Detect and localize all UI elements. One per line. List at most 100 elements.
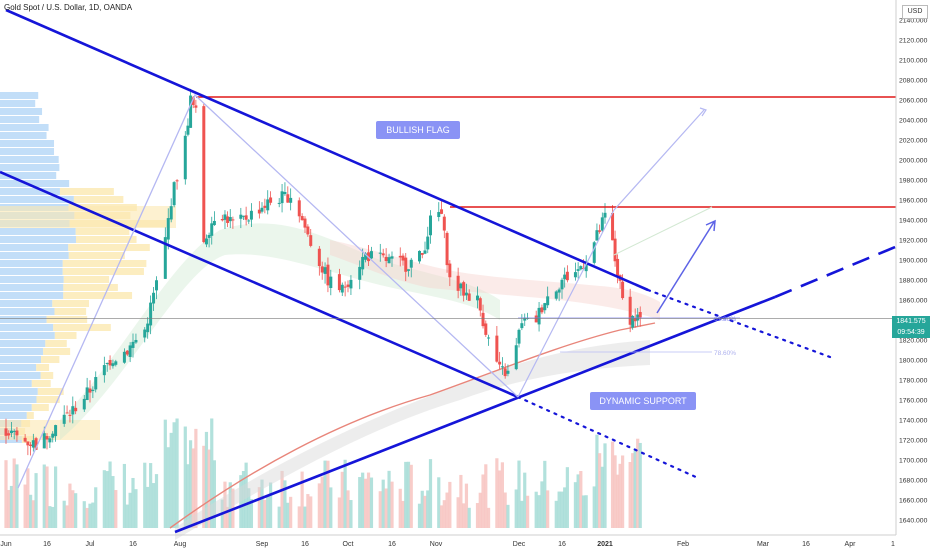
volume-bar bbox=[125, 504, 129, 528]
volume-profile-bar bbox=[0, 316, 47, 323]
candle bbox=[506, 364, 510, 377]
volume-bar bbox=[65, 505, 69, 528]
volume-bar bbox=[68, 483, 72, 528]
y-tick-label: 1780.000 bbox=[899, 378, 928, 385]
candle-body bbox=[114, 361, 118, 365]
y-tick-label: 1700.000 bbox=[899, 458, 928, 465]
volume-bar bbox=[456, 497, 460, 528]
drawing-layer[interactable]: 61.80% 78.60% bbox=[0, 8, 901, 534]
candle bbox=[557, 287, 561, 302]
candle-body bbox=[210, 223, 214, 236]
candle-body bbox=[633, 318, 637, 322]
volume-bar bbox=[628, 462, 632, 528]
volume-bar bbox=[88, 503, 92, 528]
candle bbox=[326, 257, 330, 293]
volume-bar bbox=[633, 450, 637, 528]
volume-profile-bar bbox=[54, 308, 87, 315]
volume-bar bbox=[506, 504, 510, 528]
volume-profile-bar bbox=[0, 404, 32, 411]
currency-label[interactable]: USD bbox=[902, 5, 928, 19]
x-tick-label: Nov bbox=[430, 541, 443, 548]
candle-body bbox=[534, 315, 538, 323]
candle-body bbox=[125, 350, 129, 355]
candle bbox=[369, 246, 373, 260]
candle-body bbox=[7, 433, 11, 436]
candle-body bbox=[540, 307, 544, 313]
x-axis[interactable]: Jun 16 Jul 16 Aug Sep 16 Oct 16 Nov Dec 16 2021 Feb Ma… bbox=[0, 534, 896, 548]
x-tick-label: 1 bbox=[891, 541, 895, 548]
candle bbox=[212, 211, 216, 226]
candle-body bbox=[565, 271, 569, 281]
x-tick-label: Apr bbox=[845, 541, 857, 548]
volume-bar bbox=[636, 438, 640, 528]
candle-body bbox=[220, 219, 224, 221]
volume-bar bbox=[82, 501, 86, 528]
candle-body bbox=[42, 433, 46, 449]
candle bbox=[484, 320, 488, 337]
candle-body bbox=[616, 258, 620, 277]
y-tick-label: 1800.000 bbox=[899, 358, 928, 365]
candle bbox=[358, 260, 362, 290]
volume-bar bbox=[445, 492, 449, 528]
candle-body bbox=[481, 312, 485, 327]
volume-bar bbox=[31, 500, 35, 528]
volume-bar bbox=[102, 470, 106, 528]
candle-body bbox=[398, 255, 402, 258]
candle bbox=[65, 405, 69, 414]
volume-bar bbox=[358, 477, 362, 528]
candle bbox=[48, 436, 52, 449]
volume-bar bbox=[423, 495, 427, 528]
volume-bar bbox=[163, 419, 167, 528]
volume-bar bbox=[598, 453, 602, 528]
y-tick-label: 1940.000 bbox=[899, 218, 928, 225]
candle bbox=[498, 351, 502, 370]
candle bbox=[94, 371, 98, 393]
candle-body bbox=[297, 200, 301, 217]
volume-bar bbox=[111, 476, 115, 528]
volume-bar bbox=[62, 500, 66, 528]
candle bbox=[175, 179, 179, 190]
volume-profile-bar bbox=[0, 324, 54, 331]
volume-bar bbox=[481, 474, 485, 528]
candle bbox=[146, 317, 150, 339]
y-tick-label: 1660.000 bbox=[899, 498, 928, 505]
candle bbox=[231, 216, 235, 229]
y-tick-label: 2020.000 bbox=[899, 138, 928, 145]
candle-body bbox=[584, 262, 588, 272]
volume-profile-bar bbox=[0, 140, 55, 147]
volume-bar bbox=[297, 506, 301, 528]
y-tick-label: 2060.000 bbox=[899, 98, 928, 105]
candle-body bbox=[387, 257, 391, 264]
volume-bar bbox=[286, 502, 290, 528]
candle bbox=[467, 289, 471, 301]
volume-bar bbox=[387, 470, 391, 528]
y-axis[interactable]: 2140.000 2120.000 2100.000 2080.000 2060.000… bbox=[895, 0, 932, 550]
candle-body bbox=[484, 323, 488, 335]
volume-bar bbox=[364, 478, 368, 528]
candle bbox=[320, 261, 324, 280]
candle bbox=[600, 212, 604, 232]
candle bbox=[23, 434, 27, 443]
candle bbox=[514, 337, 518, 371]
volume-bar bbox=[584, 495, 588, 528]
volume-bar bbox=[94, 487, 98, 528]
y-tick-label: 1720.000 bbox=[899, 438, 928, 445]
candle bbox=[45, 433, 49, 450]
volume-bar bbox=[520, 500, 524, 528]
volume-bar bbox=[303, 506, 307, 528]
candle bbox=[210, 216, 214, 245]
candle bbox=[309, 228, 313, 248]
volume-bar bbox=[500, 462, 504, 528]
candle bbox=[343, 281, 347, 297]
volume-profile-bar bbox=[36, 364, 50, 371]
candle-body bbox=[420, 253, 424, 255]
candle bbox=[448, 260, 452, 287]
dynamic-support-label: DYNAMIC SUPPORT bbox=[599, 396, 687, 406]
volume-bar bbox=[154, 474, 159, 528]
candle-body bbox=[381, 253, 385, 256]
candle-body bbox=[628, 296, 632, 325]
volume-bar bbox=[34, 473, 38, 528]
candle-body bbox=[300, 216, 304, 221]
